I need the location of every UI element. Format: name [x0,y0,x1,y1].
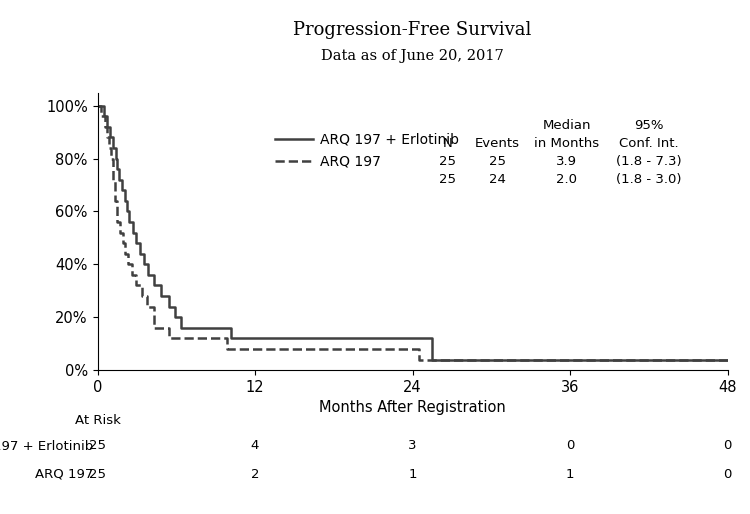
Text: 2: 2 [251,468,260,481]
Text: 2.0: 2.0 [556,173,578,186]
Text: 3: 3 [408,439,417,452]
Text: 95%: 95% [634,119,664,132]
Legend: ARQ 197 + Erlotinib, ARQ 197: ARQ 197 + Erlotinib, ARQ 197 [274,133,460,169]
Text: in Months: in Months [534,137,599,150]
Text: 0: 0 [723,439,732,452]
Text: 25: 25 [439,155,456,168]
Text: 4: 4 [251,439,260,452]
Text: 0: 0 [723,468,732,481]
Text: At Risk: At Risk [74,414,121,427]
Text: Median: Median [542,119,591,132]
Text: Progression-Free Survival: Progression-Free Survival [293,21,532,39]
Text: 25: 25 [89,468,106,481]
X-axis label: Months After Registration: Months After Registration [320,400,506,415]
Text: 24: 24 [489,173,506,186]
Text: Events: Events [475,137,520,150]
Text: ARQ 197: ARQ 197 [35,468,94,481]
Text: 25: 25 [89,439,106,452]
Text: ARQ 197 + Erlotinib: ARQ 197 + Erlotinib [0,439,94,452]
Text: (1.8 - 7.3): (1.8 - 7.3) [616,155,682,168]
Text: N: N [442,137,452,150]
Text: Data as of June 20, 2017: Data as of June 20, 2017 [321,49,504,63]
Text: 1: 1 [566,468,574,481]
Text: 25: 25 [489,155,506,168]
Text: (1.8 - 3.0): (1.8 - 3.0) [616,173,682,186]
Text: 3.9: 3.9 [556,155,578,168]
Text: Conf. Int.: Conf. Int. [619,137,679,150]
Text: 0: 0 [566,439,574,452]
Text: 1: 1 [408,468,417,481]
Text: 25: 25 [439,173,456,186]
